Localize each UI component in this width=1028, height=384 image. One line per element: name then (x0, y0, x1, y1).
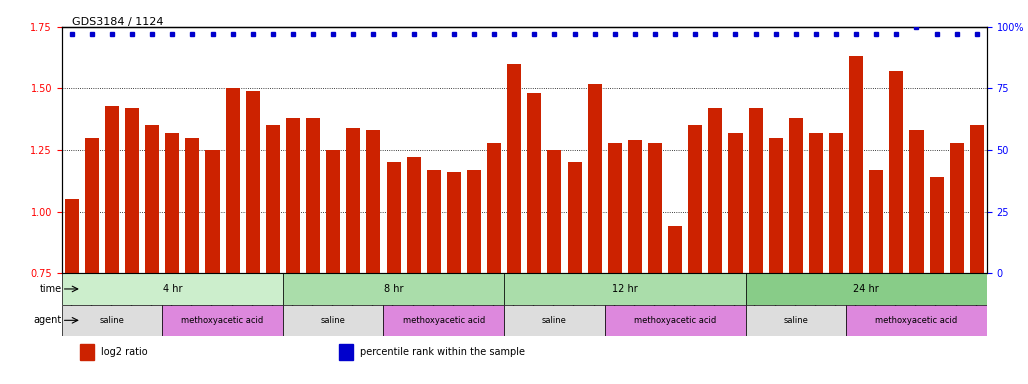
Bar (668, 227, 683, 384)
Bar (929, 177, 944, 384)
Bar (729, 133, 742, 384)
Text: 24 hr: 24 hr (853, 284, 879, 294)
Bar (339, 344, 354, 360)
Bar (950, 143, 964, 384)
Bar (80, 344, 95, 360)
Text: GDS3184 / 1124: GDS3184 / 1124 (72, 17, 163, 27)
Bar (84, 138, 99, 384)
Bar (366, 130, 380, 384)
Bar (326, 150, 340, 384)
Text: saline: saline (100, 316, 124, 325)
Bar (206, 150, 220, 384)
Bar (769, 138, 782, 384)
Bar (608, 143, 622, 384)
Bar (889, 71, 904, 384)
Text: 8 hr: 8 hr (383, 284, 403, 294)
Bar (567, 162, 582, 384)
FancyBboxPatch shape (283, 305, 383, 336)
Bar (969, 126, 984, 384)
Bar (829, 133, 843, 384)
Bar (870, 170, 883, 384)
Bar (125, 108, 139, 384)
Text: methoxyacetic acid: methoxyacetic acid (634, 316, 717, 325)
Bar (286, 118, 300, 384)
FancyBboxPatch shape (745, 273, 987, 305)
Bar (105, 106, 119, 384)
Text: agent: agent (34, 315, 62, 325)
Text: methoxyacetic acid: methoxyacetic acid (403, 316, 485, 325)
FancyBboxPatch shape (283, 273, 504, 305)
Bar (588, 84, 601, 384)
Bar (447, 172, 461, 384)
Bar (467, 170, 481, 384)
Bar (507, 64, 521, 384)
Bar (65, 199, 79, 384)
Bar (346, 128, 361, 384)
Bar (246, 91, 260, 384)
Bar (306, 118, 320, 384)
Bar (266, 126, 280, 384)
Text: methoxyacetic acid: methoxyacetic acid (876, 316, 958, 325)
FancyBboxPatch shape (62, 305, 162, 336)
Bar (688, 126, 702, 384)
Bar (487, 143, 502, 384)
Text: percentile rank within the sample: percentile rank within the sample (360, 347, 524, 357)
Bar (748, 108, 763, 384)
FancyBboxPatch shape (604, 305, 745, 336)
Text: methoxyacetic acid: methoxyacetic acid (182, 316, 264, 325)
Text: saline: saline (783, 316, 808, 325)
Text: 12 hr: 12 hr (612, 284, 637, 294)
Text: saline: saline (542, 316, 566, 325)
Bar (628, 140, 641, 384)
Text: 4 hr: 4 hr (162, 284, 182, 294)
Bar (648, 143, 662, 384)
Bar (547, 150, 561, 384)
Bar (788, 118, 803, 384)
Bar (427, 170, 441, 384)
Bar (387, 162, 401, 384)
FancyBboxPatch shape (383, 305, 504, 336)
Bar (166, 133, 179, 384)
Text: log2 ratio: log2 ratio (101, 347, 147, 357)
FancyBboxPatch shape (504, 273, 745, 305)
Text: time: time (39, 284, 62, 294)
Text: saline: saline (321, 316, 345, 325)
FancyBboxPatch shape (62, 273, 283, 305)
Bar (225, 88, 240, 384)
Bar (849, 56, 864, 384)
FancyBboxPatch shape (162, 305, 283, 336)
Bar (809, 133, 823, 384)
FancyBboxPatch shape (745, 305, 846, 336)
Bar (527, 93, 542, 384)
Bar (407, 157, 420, 384)
Bar (708, 108, 723, 384)
Bar (145, 126, 159, 384)
Bar (910, 130, 923, 384)
FancyBboxPatch shape (504, 305, 604, 336)
FancyBboxPatch shape (846, 305, 987, 336)
Bar (185, 138, 199, 384)
